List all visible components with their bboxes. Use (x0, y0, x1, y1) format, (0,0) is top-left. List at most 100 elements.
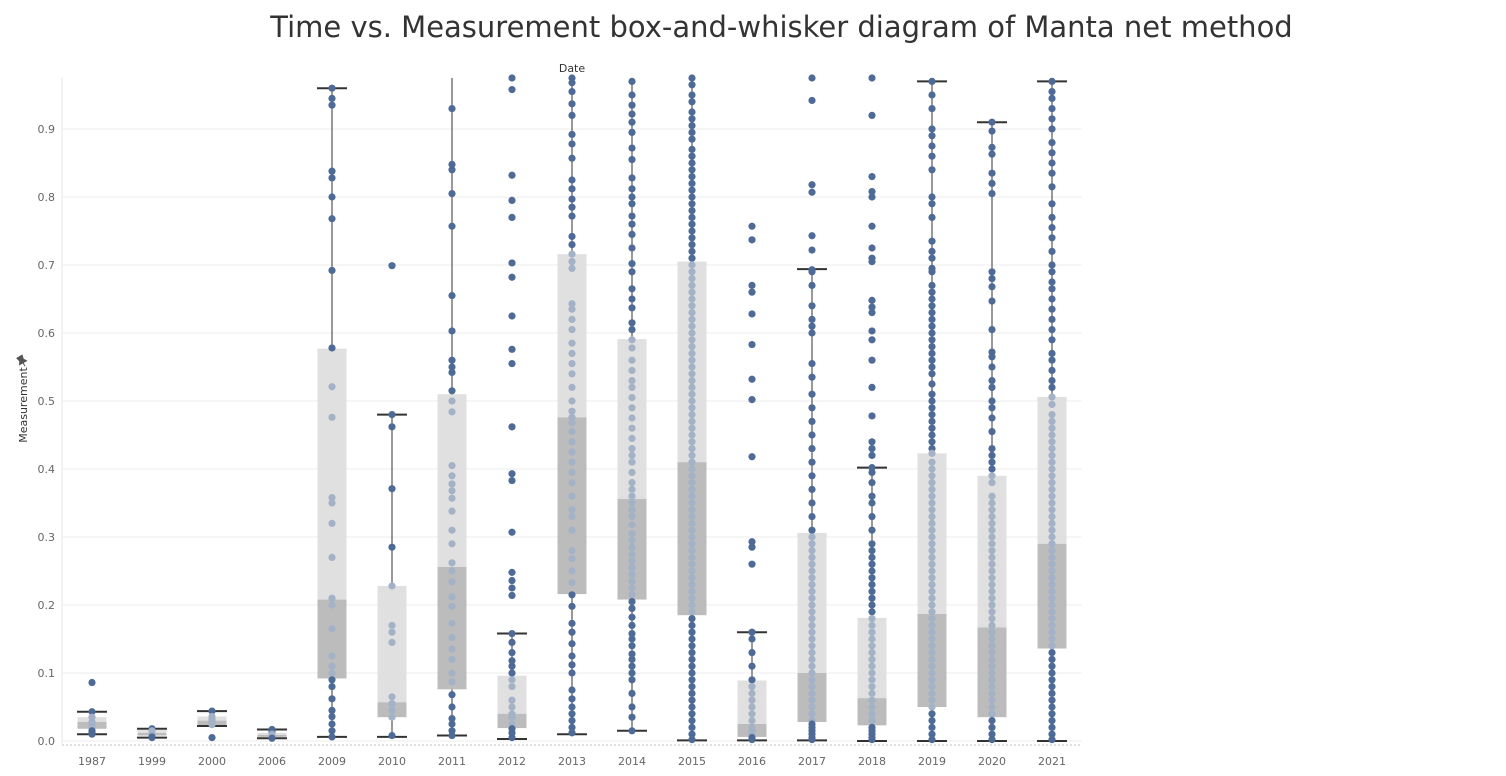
data-point (508, 312, 516, 320)
data-point (1048, 485, 1056, 493)
data-point (868, 303, 876, 311)
data-point (988, 710, 996, 718)
data-point (568, 703, 576, 711)
y-tick-label: 0.6 (38, 327, 56, 340)
data-point (568, 555, 576, 563)
data-point (508, 423, 516, 431)
data-point (568, 79, 576, 87)
x-axis-label[interactable]: Date (559, 62, 586, 75)
data-point (928, 200, 936, 208)
data-point (988, 404, 996, 412)
data-point (688, 560, 696, 568)
data-point (628, 230, 636, 238)
data-point (808, 594, 816, 602)
data-point (508, 259, 516, 267)
data-point (928, 237, 936, 245)
data-point (868, 492, 876, 500)
data-point (988, 143, 996, 151)
data-point (1048, 366, 1056, 374)
data-point (628, 669, 636, 677)
x-tick-label: 2011 (438, 755, 466, 768)
data-point (448, 567, 456, 575)
data-point (688, 445, 696, 453)
data-point (688, 533, 696, 541)
data-point (448, 645, 456, 653)
data-point (688, 689, 696, 698)
data-point (928, 485, 936, 493)
data-point (508, 470, 516, 478)
data-point (688, 397, 696, 405)
data-point (628, 451, 636, 459)
data-point (868, 717, 876, 725)
data-point (748, 560, 756, 568)
data-point (1048, 458, 1056, 466)
data-point (688, 683, 696, 691)
data-point (1048, 261, 1056, 269)
data-point (448, 655, 456, 664)
data-point (928, 676, 936, 684)
data-point (568, 176, 576, 184)
data-point (868, 74, 876, 82)
data-point (988, 703, 996, 711)
data-point (568, 100, 576, 108)
data-point (988, 642, 996, 650)
x-tick-label: 2015 (678, 755, 706, 768)
data-point (688, 642, 696, 650)
data-point (628, 383, 636, 391)
data-point (628, 629, 636, 638)
data-point (628, 499, 636, 507)
data-point (868, 615, 876, 623)
data-point (688, 159, 696, 167)
data-point (988, 560, 996, 568)
data-point (688, 145, 696, 153)
data-point (688, 506, 696, 514)
data-point (628, 584, 636, 592)
data-point (868, 594, 876, 602)
data-point (688, 472, 696, 480)
data-point (448, 494, 456, 502)
pin-icon[interactable] (16, 354, 28, 369)
data-point (508, 196, 516, 204)
data-point (1048, 451, 1056, 459)
data-point (988, 587, 996, 596)
data-point (328, 101, 336, 109)
data-point (988, 608, 996, 616)
data-point (568, 479, 576, 487)
data-point (328, 733, 336, 741)
data-point (208, 707, 216, 715)
data-point (688, 377, 696, 385)
data-point (808, 601, 816, 609)
data-point (388, 621, 396, 630)
data-point (628, 344, 636, 352)
data-point (448, 387, 456, 395)
data-point (868, 468, 876, 476)
data-point (1048, 642, 1056, 650)
data-point (568, 241, 576, 249)
data-point (988, 601, 996, 609)
data-point (808, 628, 816, 636)
data-point (1048, 356, 1056, 364)
data-point (688, 173, 696, 181)
data-point (1048, 615, 1056, 623)
data-point (628, 244, 636, 252)
data-point (748, 683, 756, 691)
data-point (628, 285, 636, 293)
y-tick-label: 0.7 (38, 259, 56, 272)
data-point (868, 193, 876, 201)
data-point (808, 635, 816, 643)
axis-ticks: 0.0 0.1 0.2 0.3 0.4 0.5 0.6 0.7 0.8 0.9 1987 1999 20… (38, 123, 1067, 768)
data-point (688, 268, 696, 276)
y-axis-label[interactable]: Measurement (17, 367, 30, 443)
data-point (928, 315, 936, 323)
x-tick-label: 1999 (138, 755, 166, 768)
data-point (688, 207, 696, 215)
data-point (1048, 594, 1056, 602)
data-point (688, 261, 696, 269)
data-point (628, 128, 636, 136)
data-point (568, 250, 576, 258)
data-point (568, 710, 576, 718)
data-point (928, 193, 936, 201)
data-point (868, 244, 876, 252)
data-point (508, 649, 516, 657)
data-point (628, 394, 636, 402)
